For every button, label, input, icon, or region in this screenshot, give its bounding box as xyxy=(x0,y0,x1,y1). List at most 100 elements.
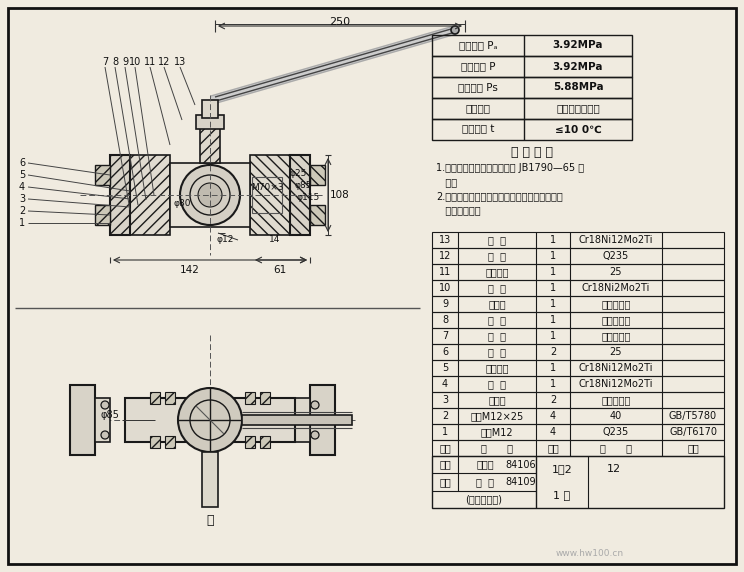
Bar xyxy=(432,264,724,280)
Bar xyxy=(95,205,110,225)
Bar xyxy=(432,440,724,456)
Text: 1: 1 xyxy=(550,363,556,373)
Text: 球  心: 球 心 xyxy=(488,379,506,389)
Text: 7: 7 xyxy=(102,57,108,67)
Text: 备注: 备注 xyxy=(687,443,699,453)
Text: 密封圈: 密封圈 xyxy=(488,395,506,405)
Bar xyxy=(165,392,175,404)
Text: 醋酸磷酸浓硫酸: 醋酸磷酸浓硫酸 xyxy=(556,104,600,113)
Text: M70×3: M70×3 xyxy=(251,182,283,192)
Bar xyxy=(95,165,110,185)
Text: 合格后方投产: 合格后方投产 xyxy=(436,205,481,215)
Bar xyxy=(196,115,224,129)
Bar xyxy=(150,436,160,448)
Text: 阀  体: 阀 体 xyxy=(488,283,506,293)
Bar xyxy=(432,296,724,312)
Text: 1: 1 xyxy=(550,315,556,325)
Text: 2: 2 xyxy=(442,411,448,421)
Text: 名      称: 名 称 xyxy=(481,443,513,453)
Text: φ25: φ25 xyxy=(289,169,307,177)
Circle shape xyxy=(451,26,459,34)
Bar xyxy=(165,436,175,448)
Text: φ85: φ85 xyxy=(294,181,312,189)
Text: 2.不锈锂材料进厂后做化学分析的腑蚀性试验，: 2.不锈锂材料进厂后做化学分析的腑蚀性试验， xyxy=(436,191,562,201)
Text: 聚四氟乙烯: 聚四氟乙烯 xyxy=(601,331,631,341)
Text: 1: 1 xyxy=(550,267,556,277)
Text: 5: 5 xyxy=(442,363,448,373)
Bar xyxy=(250,155,290,235)
Text: 40: 40 xyxy=(610,411,622,421)
Text: 142: 142 xyxy=(180,265,200,275)
Bar xyxy=(295,398,310,442)
Text: 12: 12 xyxy=(439,251,451,261)
Text: 耗母M12: 耗母M12 xyxy=(481,427,513,437)
Bar xyxy=(110,155,130,235)
Bar xyxy=(310,205,325,225)
Text: 聚四氟乙烯: 聚四氟乙烯 xyxy=(601,299,631,309)
Text: 2: 2 xyxy=(550,347,556,357)
Text: 5: 5 xyxy=(19,170,25,180)
Bar xyxy=(260,392,270,404)
Bar xyxy=(310,385,335,455)
Text: 聚四氟乙烯: 聚四氟乙烯 xyxy=(601,395,631,405)
Bar xyxy=(432,98,632,119)
Text: 108: 108 xyxy=(330,190,350,200)
Bar xyxy=(432,392,724,408)
Text: 2: 2 xyxy=(550,395,556,405)
Text: 5.88MPa: 5.88MPa xyxy=(553,82,603,93)
Text: 11: 11 xyxy=(439,267,451,277)
Bar xyxy=(290,155,310,235)
Text: 25: 25 xyxy=(610,267,622,277)
Text: 84106: 84106 xyxy=(505,460,536,470)
Text: φ80: φ80 xyxy=(173,198,190,208)
Bar xyxy=(432,344,724,360)
Text: GB/T6170: GB/T6170 xyxy=(669,427,717,437)
Text: Cr18Ni12Mo2Ti: Cr18Ni12Mo2Ti xyxy=(579,235,653,245)
Bar xyxy=(202,100,218,118)
Bar xyxy=(432,328,724,344)
Text: 8: 8 xyxy=(442,315,448,325)
Text: 蝶纹压环: 蝶纹压环 xyxy=(485,267,509,277)
Text: 2: 2 xyxy=(19,206,25,216)
Text: 适用介质: 适用介质 xyxy=(466,104,490,113)
Text: 数量: 数量 xyxy=(547,443,559,453)
Text: 9: 9 xyxy=(122,57,128,67)
Text: 1: 1 xyxy=(550,251,556,261)
Text: 4: 4 xyxy=(442,379,448,389)
Bar xyxy=(200,125,220,163)
Bar xyxy=(70,385,95,455)
Circle shape xyxy=(180,165,240,225)
Text: Cr18Ni12Mo2Ti: Cr18Ni12Mo2Ti xyxy=(579,363,653,373)
Text: 1: 1 xyxy=(550,283,556,293)
Text: Q235: Q235 xyxy=(603,427,629,437)
Text: 1 张: 1 张 xyxy=(554,490,571,500)
Text: 1: 1 xyxy=(550,331,556,341)
Bar xyxy=(245,392,255,404)
Text: 6: 6 xyxy=(442,347,448,357)
Text: 1: 1 xyxy=(550,235,556,245)
Bar xyxy=(130,155,170,235)
Bar xyxy=(242,415,352,425)
Text: 适用温度 t: 适用温度 t xyxy=(462,125,494,134)
Text: 开: 开 xyxy=(206,514,214,526)
Text: 9: 9 xyxy=(442,299,448,309)
Text: 1：2: 1：2 xyxy=(551,464,572,474)
Circle shape xyxy=(311,401,319,409)
Text: 84109: 84109 xyxy=(505,477,536,487)
Text: 公称压力 Pₐ: 公称压力 Pₐ xyxy=(459,41,497,50)
Text: 王光明: 王光明 xyxy=(476,460,494,470)
Bar xyxy=(432,376,724,392)
Text: 阀  杆: 阀 杆 xyxy=(488,235,506,245)
Text: 材      料: 材 料 xyxy=(600,443,632,453)
Bar xyxy=(432,35,632,56)
Text: 阀体接头: 阀体接头 xyxy=(485,363,509,373)
Text: 3: 3 xyxy=(19,194,25,204)
Bar xyxy=(245,436,255,448)
Bar xyxy=(432,280,724,296)
Text: 4: 4 xyxy=(550,427,556,437)
Text: 技 术 要 求: 技 术 要 求 xyxy=(511,145,553,158)
Circle shape xyxy=(101,401,109,409)
Text: 1: 1 xyxy=(550,379,556,389)
Bar xyxy=(432,456,724,508)
Bar xyxy=(432,232,724,248)
